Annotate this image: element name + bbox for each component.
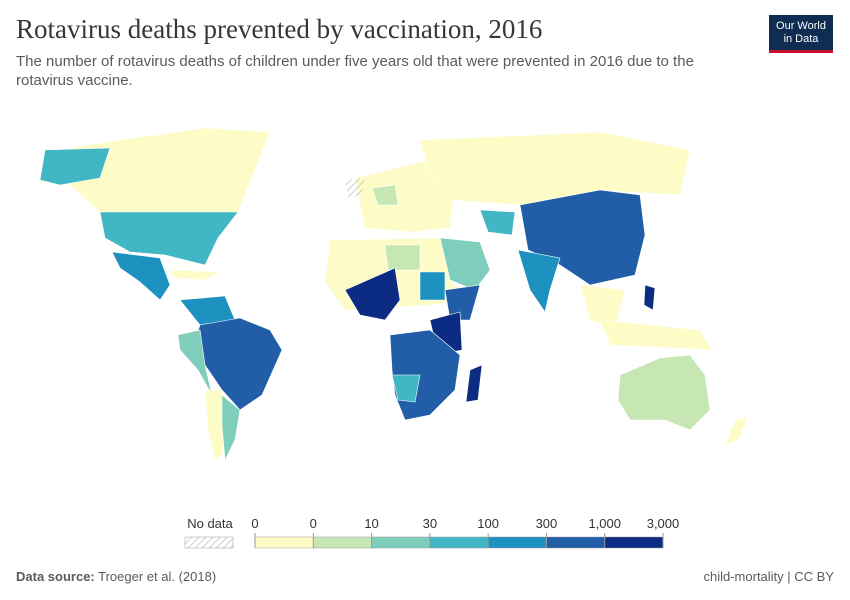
source[interactable]: Troeger et al. (2018) bbox=[98, 569, 217, 584]
legend-tick-label: 30 bbox=[423, 516, 437, 531]
country[interactable] bbox=[99, 211, 239, 266]
legend-bin bbox=[546, 536, 605, 549]
country[interactable] bbox=[371, 184, 399, 206]
legend-tick-label: 0 bbox=[251, 516, 258, 531]
country[interactable] bbox=[419, 131, 691, 206]
country[interactable] bbox=[344, 267, 401, 321]
footer-source: Data source: Troeger et al. (2018) bbox=[16, 569, 216, 584]
map: No data 0 0 10 30 100 300 1,000 3,000 bbox=[39, 127, 749, 549]
legend-tick-label: 3,000 bbox=[647, 516, 680, 531]
country[interactable] bbox=[517, 249, 561, 313]
logo-line: Our World bbox=[776, 20, 826, 32]
legend-tick-label: 300 bbox=[536, 516, 558, 531]
country[interactable] bbox=[391, 374, 421, 403]
legend-no-data-label: No data bbox=[187, 516, 233, 531]
legend-bin bbox=[487, 536, 547, 549]
legend-tick-label: 10 bbox=[364, 516, 378, 531]
country[interactable] bbox=[419, 271, 446, 301]
legend: No data 0 0 10 30 100 300 1,000 3,000 bbox=[184, 516, 680, 549]
legend-bin bbox=[429, 536, 489, 549]
country[interactable] bbox=[643, 284, 656, 311]
country[interactable] bbox=[111, 251, 171, 301]
country[interactable] bbox=[617, 354, 711, 431]
legend-bin bbox=[371, 536, 431, 549]
legend-bin bbox=[313, 536, 372, 549]
logo[interactable]: Our World in Data bbox=[769, 15, 833, 53]
no-data-area bbox=[345, 178, 365, 198]
country[interactable] bbox=[221, 394, 241, 462]
countries bbox=[39, 127, 749, 462]
subtitle: The number of rotavirus deaths of childr… bbox=[16, 53, 694, 89]
country[interactable] bbox=[39, 147, 111, 186]
title: Rotavirus deaths prevented by vaccinatio… bbox=[16, 14, 543, 44]
legend-no-data bbox=[184, 536, 234, 549]
source-label: Data source: bbox=[16, 569, 95, 584]
country[interactable] bbox=[169, 269, 222, 281]
country[interactable] bbox=[599, 319, 713, 351]
country[interactable] bbox=[384, 244, 421, 271]
country[interactable] bbox=[465, 364, 483, 403]
legend-tick-label: 1,000 bbox=[588, 516, 621, 531]
country[interactable] bbox=[724, 417, 749, 446]
legend-tick-label: 100 bbox=[477, 516, 499, 531]
legend-tick-label: 0 bbox=[310, 516, 317, 531]
logo-line: in Data bbox=[783, 33, 819, 45]
country[interactable] bbox=[479, 209, 516, 236]
legend-bin bbox=[604, 536, 664, 549]
footer-license[interactable]: child-mortality | CC BY bbox=[703, 569, 834, 584]
country[interactable] bbox=[444, 284, 481, 321]
legend-bin bbox=[254, 536, 314, 549]
